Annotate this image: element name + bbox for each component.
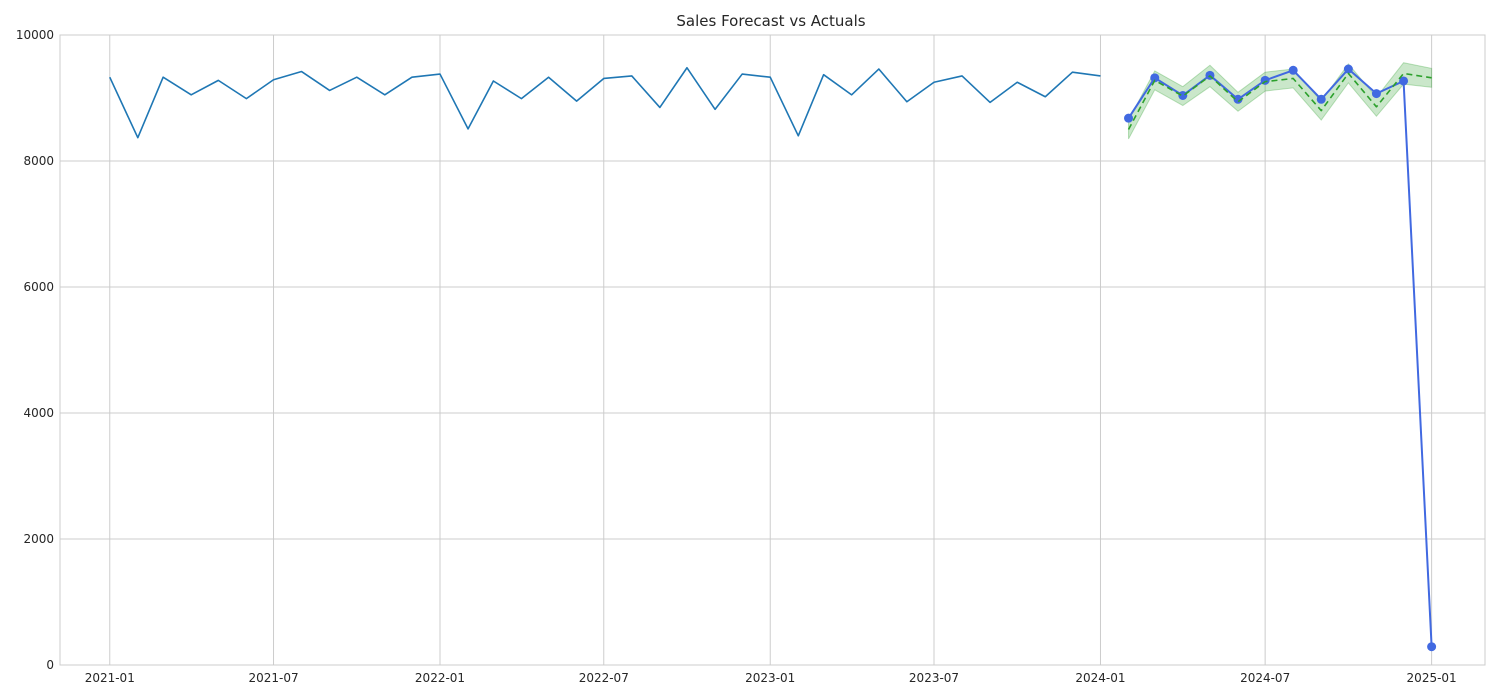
y-tick-label: 6000 bbox=[23, 280, 54, 294]
data-point bbox=[1316, 94, 1326, 104]
series-line-0 bbox=[109, 66, 1101, 139]
x-tick-label: 2023-01 bbox=[745, 671, 795, 685]
x-tick-label: 2021-01 bbox=[85, 671, 135, 685]
x-tick-label: 2024-07 bbox=[1240, 671, 1290, 685]
data-point bbox=[1399, 76, 1409, 86]
x-tick-label: 2024-01 bbox=[1075, 671, 1125, 685]
data-point bbox=[1288, 65, 1298, 75]
y-tick-label: 2000 bbox=[23, 532, 54, 546]
x-tick-label: 2023-07 bbox=[909, 671, 959, 685]
chart-title: Sales Forecast vs Actuals bbox=[676, 12, 865, 30]
tick-labels: 2021-01 2021-07 2022-01 2022-07 2023-01 2023-… bbox=[16, 28, 1457, 685]
y-tick-label: 10000 bbox=[16, 28, 54, 42]
grid bbox=[60, 34, 1485, 666]
data-point bbox=[1233, 94, 1243, 104]
x-tick-label: 2025-01 bbox=[1407, 671, 1457, 685]
y-tick-label: 4000 bbox=[23, 406, 54, 420]
plot-frame bbox=[59, 34, 1486, 666]
x-tick-label: 2022-01 bbox=[415, 671, 465, 685]
series-line-2 bbox=[1127, 72, 1432, 130]
y-tick-label: 0 bbox=[46, 658, 54, 672]
data-point bbox=[1427, 642, 1437, 652]
data-point bbox=[1260, 75, 1270, 85]
series-layer bbox=[109, 64, 1437, 652]
y-tick-label: 8000 bbox=[23, 154, 54, 168]
data-point bbox=[1178, 90, 1188, 100]
series-line-1 bbox=[1127, 68, 1433, 647]
data-point bbox=[1371, 89, 1381, 99]
data-point bbox=[1150, 73, 1160, 83]
data-point bbox=[1343, 64, 1353, 74]
x-tick-label: 2021-07 bbox=[248, 671, 298, 685]
data-point bbox=[1124, 113, 1134, 123]
x-tick-label: 2022-07 bbox=[579, 671, 629, 685]
